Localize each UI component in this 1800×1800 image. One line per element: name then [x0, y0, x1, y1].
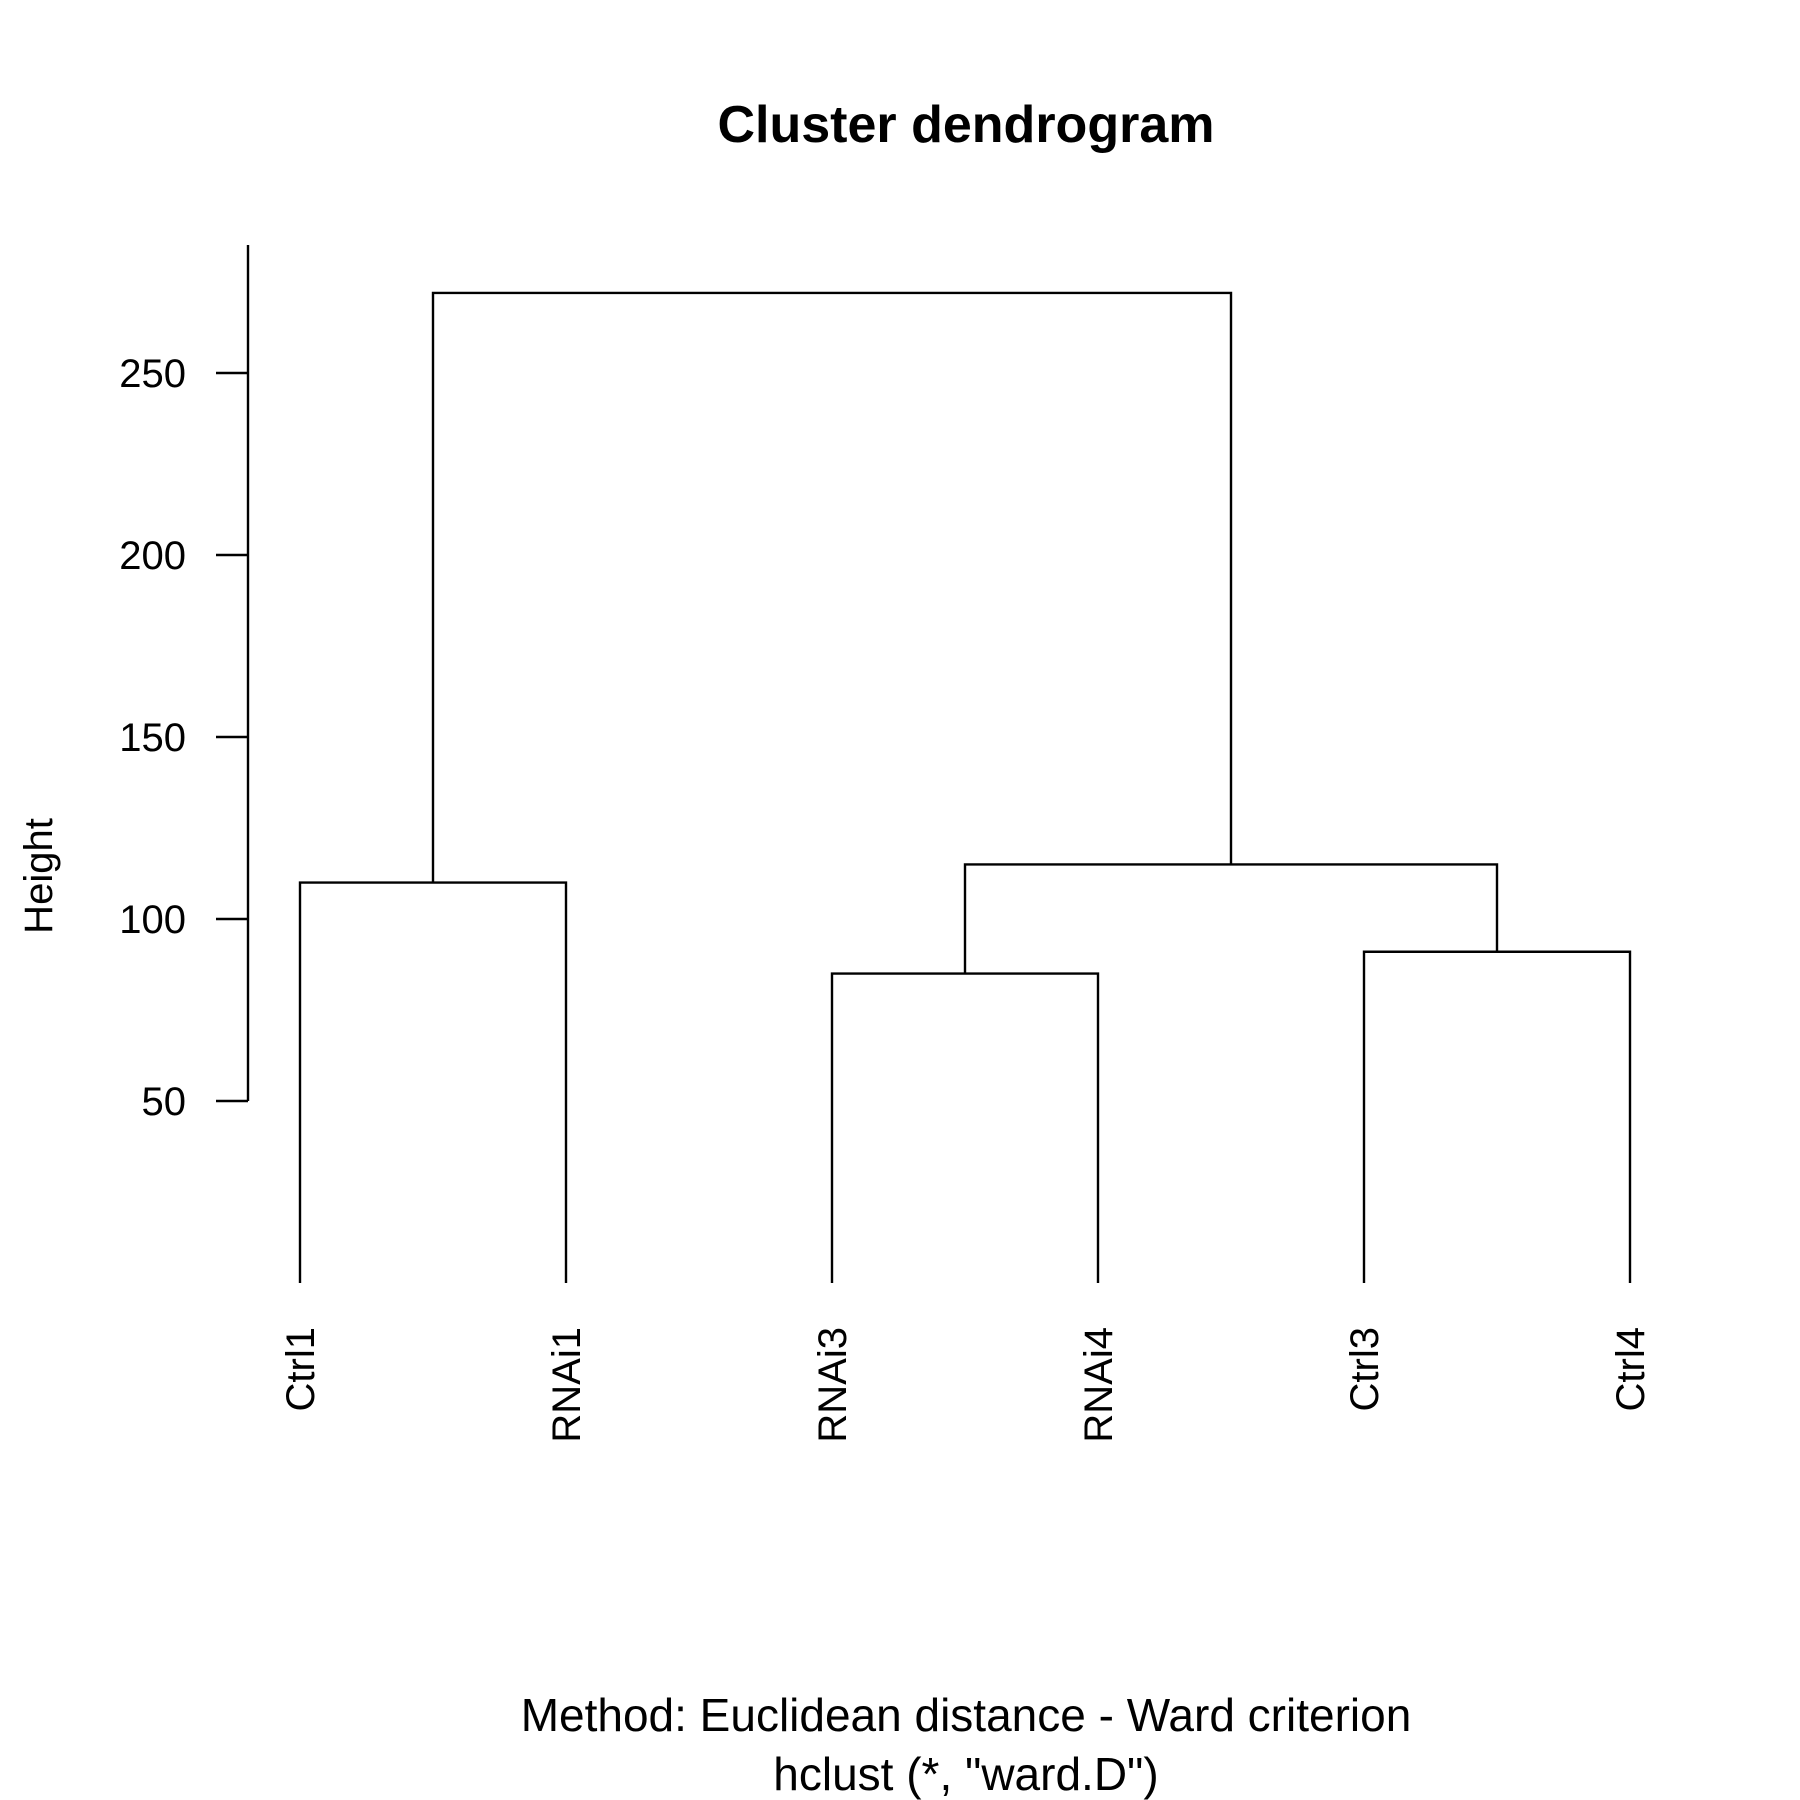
hclust-caption: hclust (*, "ward.D"): [773, 1748, 1158, 1800]
dendrogram-branch: [830, 972, 1100, 1283]
dendrogram-branch: [298, 881, 568, 1283]
leaf-label: Ctrl4: [1609, 1327, 1653, 1411]
leaf-label: Ctrl1: [279, 1327, 323, 1411]
y-tick-label: 150: [119, 716, 186, 760]
y-axis: 50 100 150 200 250: [119, 245, 250, 1124]
leaf-label: RNAi1: [545, 1327, 589, 1443]
leaf-label: Ctrl3: [1343, 1327, 1387, 1411]
leaf-label: RNAi4: [1077, 1327, 1121, 1443]
leaf-label: RNAi3: [811, 1327, 855, 1443]
method-caption: Method: Euclidean distance - Ward criter…: [521, 1689, 1412, 1741]
dendrogram-branches: [298, 291, 1632, 1283]
y-tick-label: 250: [119, 352, 186, 396]
y-tick-label: 50: [142, 1080, 187, 1124]
dendrogram-branch: [1362, 950, 1632, 1283]
y-tick-label: 200: [119, 534, 186, 578]
chart-title: Cluster dendrogram: [718, 96, 1215, 154]
y-axis-title: Height: [17, 818, 61, 934]
leaf-labels: Ctrl1 RNAi1 RNAi3 RNAi4 Ctrl3 Ctrl4: [279, 1327, 1653, 1443]
dendrogram-branch: [963, 863, 1499, 974]
dendrogram-branch: [431, 291, 1233, 883]
y-tick-label: 100: [119, 898, 186, 942]
